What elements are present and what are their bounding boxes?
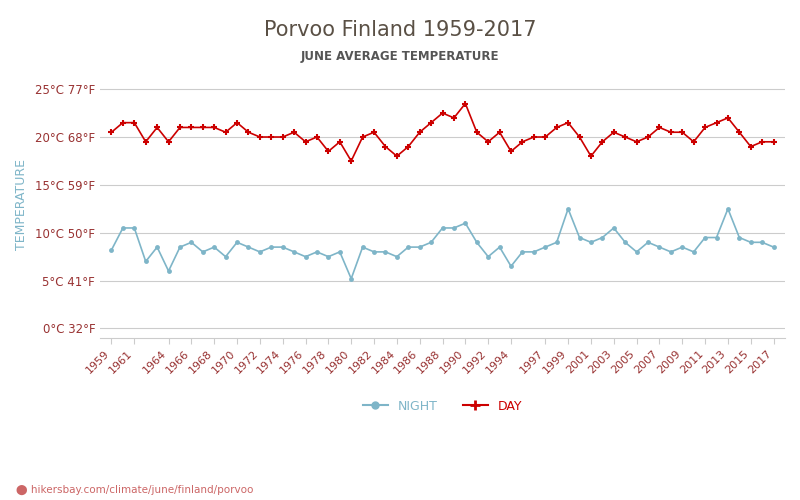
Text: Porvoo Finland 1959-2017: Porvoo Finland 1959-2017 — [264, 20, 536, 40]
Legend: NIGHT, DAY: NIGHT, DAY — [358, 394, 527, 417]
Text: ⬤ hikersbay.com/climate/june/finland/porvoo: ⬤ hikersbay.com/climate/june/finland/por… — [16, 485, 254, 495]
Y-axis label: TEMPERATURE: TEMPERATURE — [15, 158, 28, 250]
Text: JUNE AVERAGE TEMPERATURE: JUNE AVERAGE TEMPERATURE — [301, 50, 499, 63]
